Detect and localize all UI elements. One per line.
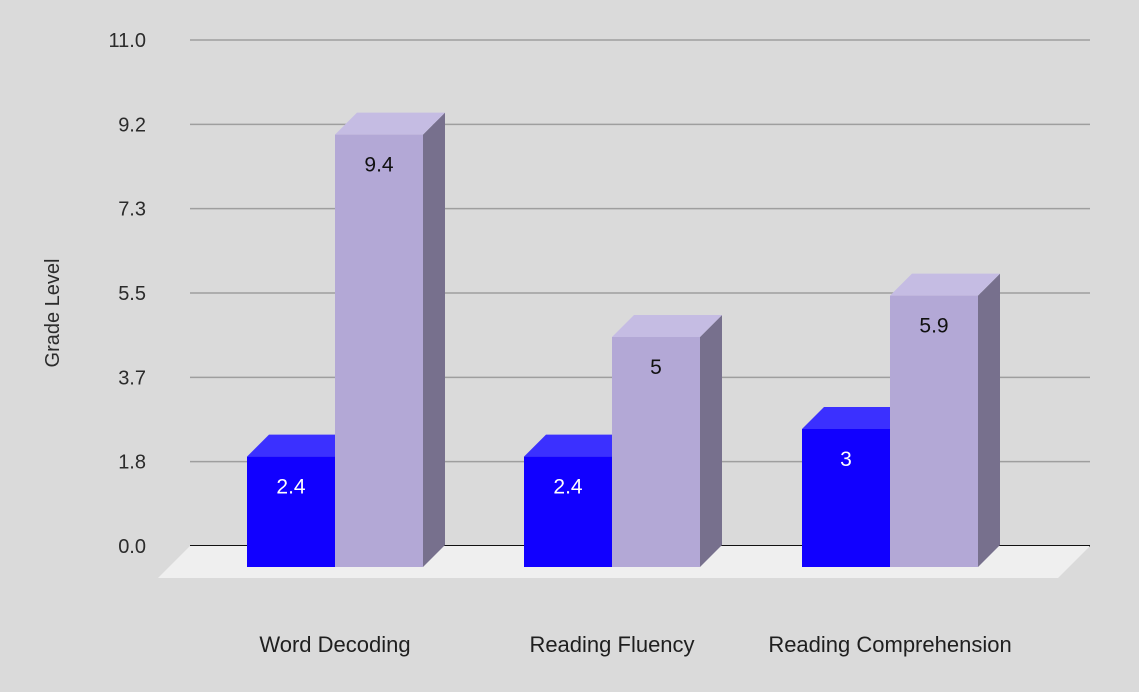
x-category-label: Reading Fluency <box>529 632 694 657</box>
bar-top <box>890 273 1000 296</box>
bar-top <box>335 112 445 135</box>
y-tick-label: 0.0 <box>118 536 146 558</box>
labels: 0.0 1.8 3.7 5.5 7.3 9.2 11.0 2.4 9.4 Word Decodin… <box>109 30 1012 657</box>
bar <box>890 273 1000 567</box>
y-tick-label: 9.2 <box>118 114 146 136</box>
bar-front <box>524 456 612 567</box>
data-label: 2.4 <box>553 476 583 499</box>
data-label: 2.4 <box>276 476 306 499</box>
bar-front <box>247 456 335 567</box>
bar-front <box>612 337 700 567</box>
bar <box>335 112 445 567</box>
data-label: 5 <box>650 356 662 379</box>
y-tick-label: 1.8 <box>118 452 146 474</box>
bar-top <box>524 434 634 457</box>
y-tick-label: 11.0 <box>109 30 146 52</box>
bar-side <box>423 112 445 567</box>
bar-front <box>890 295 978 567</box>
bar-side <box>978 273 1000 567</box>
x-category-label: Reading Comprehension <box>768 632 1011 657</box>
x-category-label: Word Decoding <box>259 632 410 657</box>
data-label: 3 <box>840 448 852 471</box>
bars <box>247 112 1000 567</box>
data-label: 9.4 <box>364 154 394 177</box>
bar-front <box>802 429 890 567</box>
y-tick-label: 3.7 <box>118 367 146 389</box>
y-axis-label: Grade Level <box>42 259 64 368</box>
bar-top <box>802 407 912 429</box>
bar <box>612 315 722 567</box>
bar-top <box>247 434 357 457</box>
bar-front <box>335 134 423 567</box>
y-tick-label: 7.3 <box>118 199 146 221</box>
data-label: 5.9 <box>919 315 948 338</box>
bar-top <box>612 315 722 337</box>
bar-side <box>700 315 722 567</box>
y-tick-label: 5.5 <box>118 283 146 305</box>
